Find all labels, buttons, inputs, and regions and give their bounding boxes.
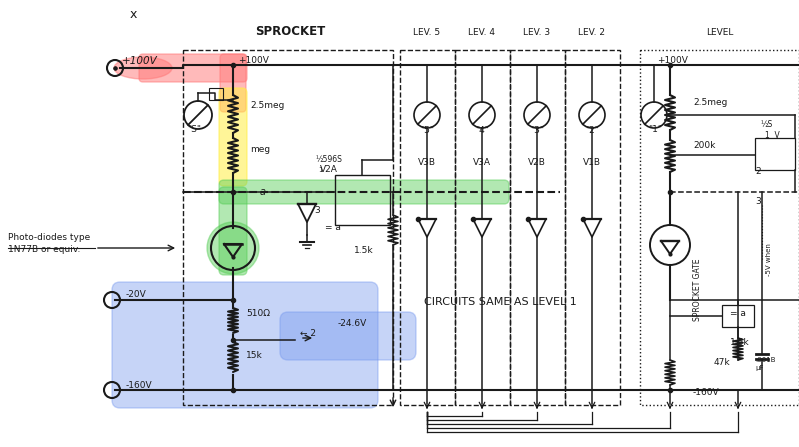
Text: LEV. 2: LEV. 2 [578, 28, 606, 37]
Circle shape [207, 222, 259, 274]
Text: ← 2: ← 2 [300, 329, 316, 338]
Text: 1N77B or equiv.: 1N77B or equiv. [8, 245, 81, 254]
Text: 3: 3 [755, 197, 761, 206]
Text: -20V: -20V [126, 290, 147, 299]
Bar [400, 50, 455, 405]
Bar [510, 50, 565, 405]
Text: "2": "2" [585, 126, 599, 135]
Text: LEV. 4: LEV. 4 [468, 28, 495, 37]
Bar [640, 50, 799, 405]
Text: .001B: .001B [755, 357, 776, 363]
Text: V3A: V3A [473, 158, 491, 167]
Text: -24.6V: -24.6V [338, 319, 368, 328]
Text: a: a [260, 187, 266, 197]
Text: 1  V: 1 V [765, 131, 780, 140]
FancyBboxPatch shape [112, 282, 378, 408]
Text: 3: 3 [314, 206, 320, 215]
Text: V2A: V2A [320, 165, 338, 174]
Text: Photo-diodes type: Photo-diodes type [8, 233, 90, 242]
Text: "4": "4" [475, 126, 489, 135]
Text: V2B: V2B [528, 158, 546, 167]
Bar [565, 50, 620, 405]
Text: 1.5k: 1.5k [354, 246, 374, 255]
Text: LEVEL: LEVEL [706, 28, 733, 37]
Text: +100V: +100V [122, 56, 157, 66]
Text: -160V: -160V [126, 381, 153, 390]
Text: -160V: -160V [693, 388, 720, 397]
Text: 1.5k: 1.5k [730, 338, 749, 347]
Text: 15k: 15k [246, 351, 263, 360]
FancyBboxPatch shape [219, 88, 247, 186]
Text: V1B: V1B [583, 158, 601, 167]
Text: +100V: +100V [238, 56, 269, 65]
Text: 2: 2 [755, 167, 761, 176]
Text: 200k: 200k [693, 141, 715, 150]
Text: LEV. 3: LEV. 3 [523, 28, 551, 37]
Text: ½596S: ½596S [315, 155, 342, 164]
Text: 2.5meg: 2.5meg [693, 98, 727, 107]
FancyBboxPatch shape [219, 180, 509, 204]
Text: 1: 1 [318, 167, 323, 173]
Text: SPROCKET: SPROCKET [255, 25, 325, 38]
Text: 510Ω: 510Ω [246, 309, 270, 318]
Bar [455, 50, 510, 405]
Text: ½S: ½S [760, 120, 773, 129]
FancyBboxPatch shape [280, 312, 416, 360]
Ellipse shape [114, 57, 172, 79]
Text: LEV. 5: LEV. 5 [413, 28, 440, 37]
Bar [335, 175, 390, 225]
Text: 47k: 47k [714, 358, 730, 367]
Text: CIRCUITS SAME AS LEVEL 1: CIRCUITS SAME AS LEVEL 1 [423, 297, 576, 307]
Text: -5V when: -5V when [766, 244, 772, 276]
FancyBboxPatch shape [139, 54, 247, 82]
Text: μF: μF [755, 365, 764, 371]
FancyBboxPatch shape [219, 187, 247, 275]
Text: = a: = a [730, 309, 746, 318]
Text: 2.5meg: 2.5meg [250, 101, 284, 110]
Text: SPROCKET GATE: SPROCKET GATE [694, 259, 702, 321]
Text: +100V: +100V [657, 56, 688, 65]
Bar [183, 50, 393, 405]
Text: = a: = a [325, 223, 341, 232]
Text: meg: meg [250, 145, 270, 154]
Text: x: x [130, 8, 137, 21]
Text: "3": "3" [530, 126, 544, 135]
Text: "S": "S" [187, 125, 201, 134]
FancyBboxPatch shape [220, 54, 246, 112]
Text: V3B: V3B [418, 158, 436, 167]
Bar [755, 138, 795, 170]
Text: "1": "1" [648, 125, 662, 134]
Bar [722, 305, 754, 327]
Text: "5": "5" [420, 126, 434, 135]
